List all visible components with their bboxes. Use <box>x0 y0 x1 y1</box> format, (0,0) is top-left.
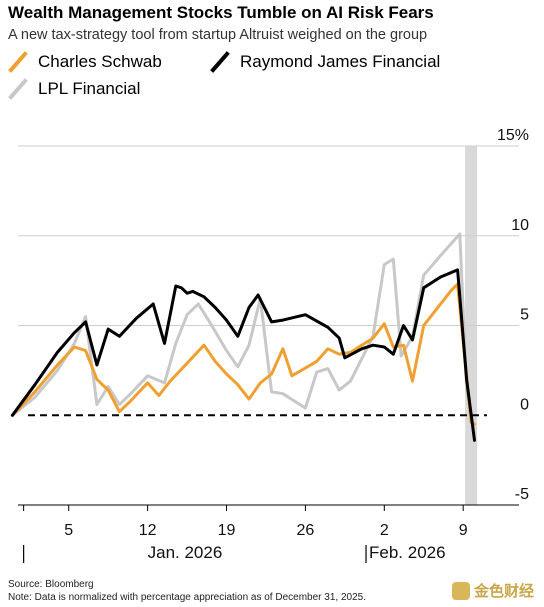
y-tick-label: 15% <box>497 127 529 144</box>
legend-label-raymond-james: Raymond James Financial <box>240 52 441 71</box>
y-tick-label: -5 <box>515 486 529 503</box>
legend-entry-lpl-financial: LPL Financial <box>8 78 140 100</box>
legend-entry-charles-schwab: Charles Schwab <box>8 51 162 73</box>
x-tick-label: 26 <box>297 522 315 539</box>
month-label: Feb. 2026 <box>369 543 446 562</box>
x-tick-label: 9 <box>459 522 468 539</box>
x-tick-label: 19 <box>218 522 236 539</box>
chart-subtitle: A new tax-strategy tool from startup Alt… <box>8 27 428 43</box>
legend-swatch-charles-schwab <box>8 51 28 73</box>
y-tick-label: 5 <box>520 307 529 324</box>
y-tick-label: 0 <box>520 396 529 413</box>
chart-title: Wealth Management Stocks Tumble on AI Ri… <box>8 3 434 22</box>
series-line-charles-schwab <box>10 282 476 426</box>
legend-label-lpl-financial: LPL Financial <box>38 79 141 98</box>
y-tick-label: 10 <box>511 217 529 234</box>
watermark-logo-icon <box>451 581 470 600</box>
x-tick-label: 5 <box>64 522 73 539</box>
x-tick-label: 12 <box>139 522 157 539</box>
series-line-raymond-james-financial <box>10 268 476 442</box>
legend-entry-raymond-james: Raymond James Financial <box>210 51 440 73</box>
footer-note: Note: Data is normalized with percentage… <box>8 592 366 603</box>
month-label: Jan. 2026 <box>148 543 223 562</box>
footer-source: Source: Bloomberg <box>8 579 94 590</box>
series-line-lpl-financial <box>10 232 476 435</box>
watermark: 金色财经 <box>451 580 534 601</box>
legend-swatch-raymond-james <box>210 51 230 73</box>
x-tick-label: 2 <box>380 522 389 539</box>
watermark-text: 金色财经 <box>473 583 534 600</box>
legend-swatch-lpl-financial <box>8 78 28 100</box>
legend-label-charles-schwab: Charles Schwab <box>38 52 162 71</box>
